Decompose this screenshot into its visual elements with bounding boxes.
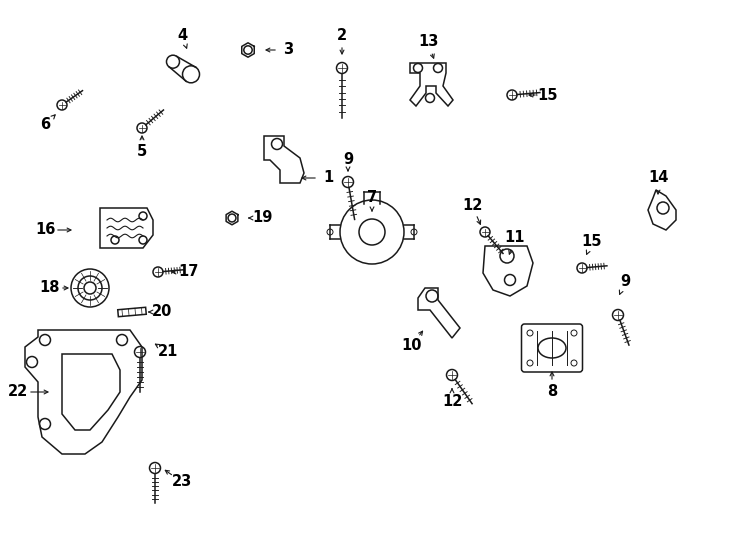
Text: 15: 15 xyxy=(582,234,603,249)
Text: 10: 10 xyxy=(401,338,422,353)
Text: 12: 12 xyxy=(462,198,482,213)
Text: 11: 11 xyxy=(505,231,526,246)
Text: 13: 13 xyxy=(418,35,438,50)
Text: 21: 21 xyxy=(158,345,178,360)
Text: 12: 12 xyxy=(442,395,462,409)
Text: 5: 5 xyxy=(137,145,147,159)
Text: 14: 14 xyxy=(648,171,668,186)
Text: 4: 4 xyxy=(177,28,187,43)
Text: 9: 9 xyxy=(620,274,630,289)
Text: 18: 18 xyxy=(40,280,60,295)
Text: 23: 23 xyxy=(172,475,192,489)
Text: 2: 2 xyxy=(337,28,347,43)
Text: 6: 6 xyxy=(40,118,50,132)
Text: 15: 15 xyxy=(538,87,559,103)
Text: 1: 1 xyxy=(323,171,333,186)
Text: 8: 8 xyxy=(547,384,557,400)
Text: 7: 7 xyxy=(367,191,377,206)
Text: 16: 16 xyxy=(34,222,55,238)
Text: 19: 19 xyxy=(252,211,272,226)
Text: 17: 17 xyxy=(178,265,198,280)
Text: 3: 3 xyxy=(283,43,293,57)
Text: 22: 22 xyxy=(8,384,28,400)
Text: 9: 9 xyxy=(343,152,353,167)
Text: 20: 20 xyxy=(152,305,172,320)
